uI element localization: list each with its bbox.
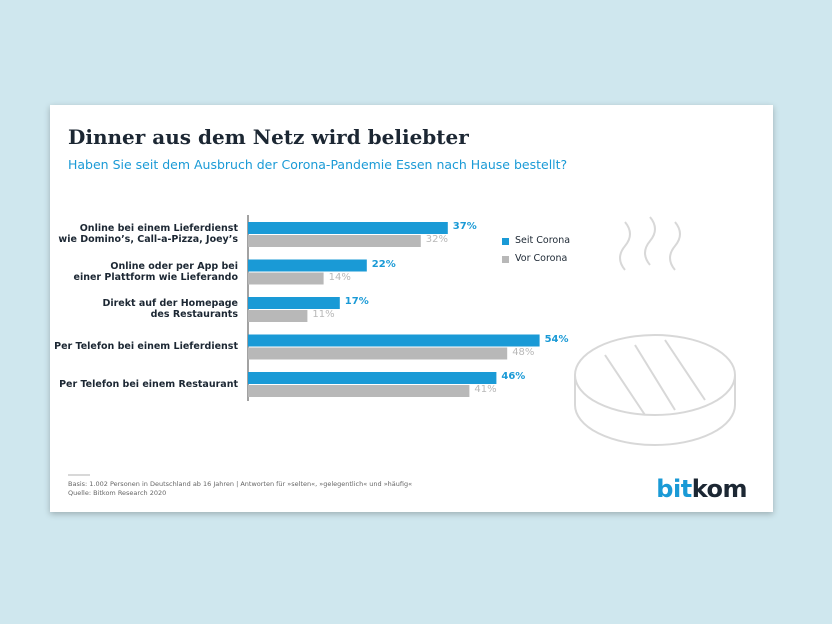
bar: [248, 347, 508, 360]
legend-swatch: [502, 256, 509, 263]
bar: [248, 334, 540, 347]
category-label: Per Telefon bei einem Lieferdienst: [54, 341, 238, 352]
value-label: 41%: [474, 384, 497, 395]
legend-label: Vor Corona: [515, 253, 568, 264]
value-label: 14%: [328, 271, 351, 283]
value-label: 17%: [344, 296, 369, 307]
chart: [68, 215, 736, 476]
bar: [248, 385, 470, 397]
category-label: Online oder per App bei einer Plattform …: [73, 260, 238, 283]
category-label: Per Telefon bei einem Restaurant: [59, 378, 238, 390]
chart-subtitle: Haben Sie seit dem Ausbruch der Corona-P…: [68, 157, 568, 172]
value-label: 54%: [544, 333, 569, 345]
logo-part: kom: [691, 475, 748, 503]
footnote: Basis: 1.002 Personen in Deutschland ab …: [68, 480, 413, 488]
bar: [248, 259, 367, 272]
legend-label: Seit Corona: [515, 235, 571, 246]
source: Quelle: Bitkom Research 2020: [68, 489, 167, 497]
bar: [248, 235, 421, 247]
chart-title: Dinner aus dem Netz wird beliebter: [68, 125, 469, 149]
bar: [248, 297, 340, 309]
card: Dinner aus dem Netz wird beliebter Haben…: [50, 105, 773, 512]
value-label: 37%: [452, 221, 477, 232]
value-label: 46%: [501, 371, 526, 382]
value-label: 22%: [371, 258, 396, 270]
food-icon: [574, 216, 736, 446]
value-label: 32%: [425, 234, 449, 245]
category-label: Direkt auf der Homepage des Restaurants: [102, 298, 238, 320]
bar: [248, 272, 324, 285]
legend-swatch: [502, 238, 509, 245]
logo-part: bit: [656, 475, 692, 503]
value-label: 48%: [512, 346, 535, 358]
value-label: 11%: [312, 309, 335, 320]
bar: [248, 310, 308, 322]
logo: bitkom: [656, 475, 747, 503]
category-label: Online bei einem Lieferdienst wie Domino…: [58, 223, 238, 245]
bar: [248, 372, 497, 384]
bar: [248, 222, 448, 234]
